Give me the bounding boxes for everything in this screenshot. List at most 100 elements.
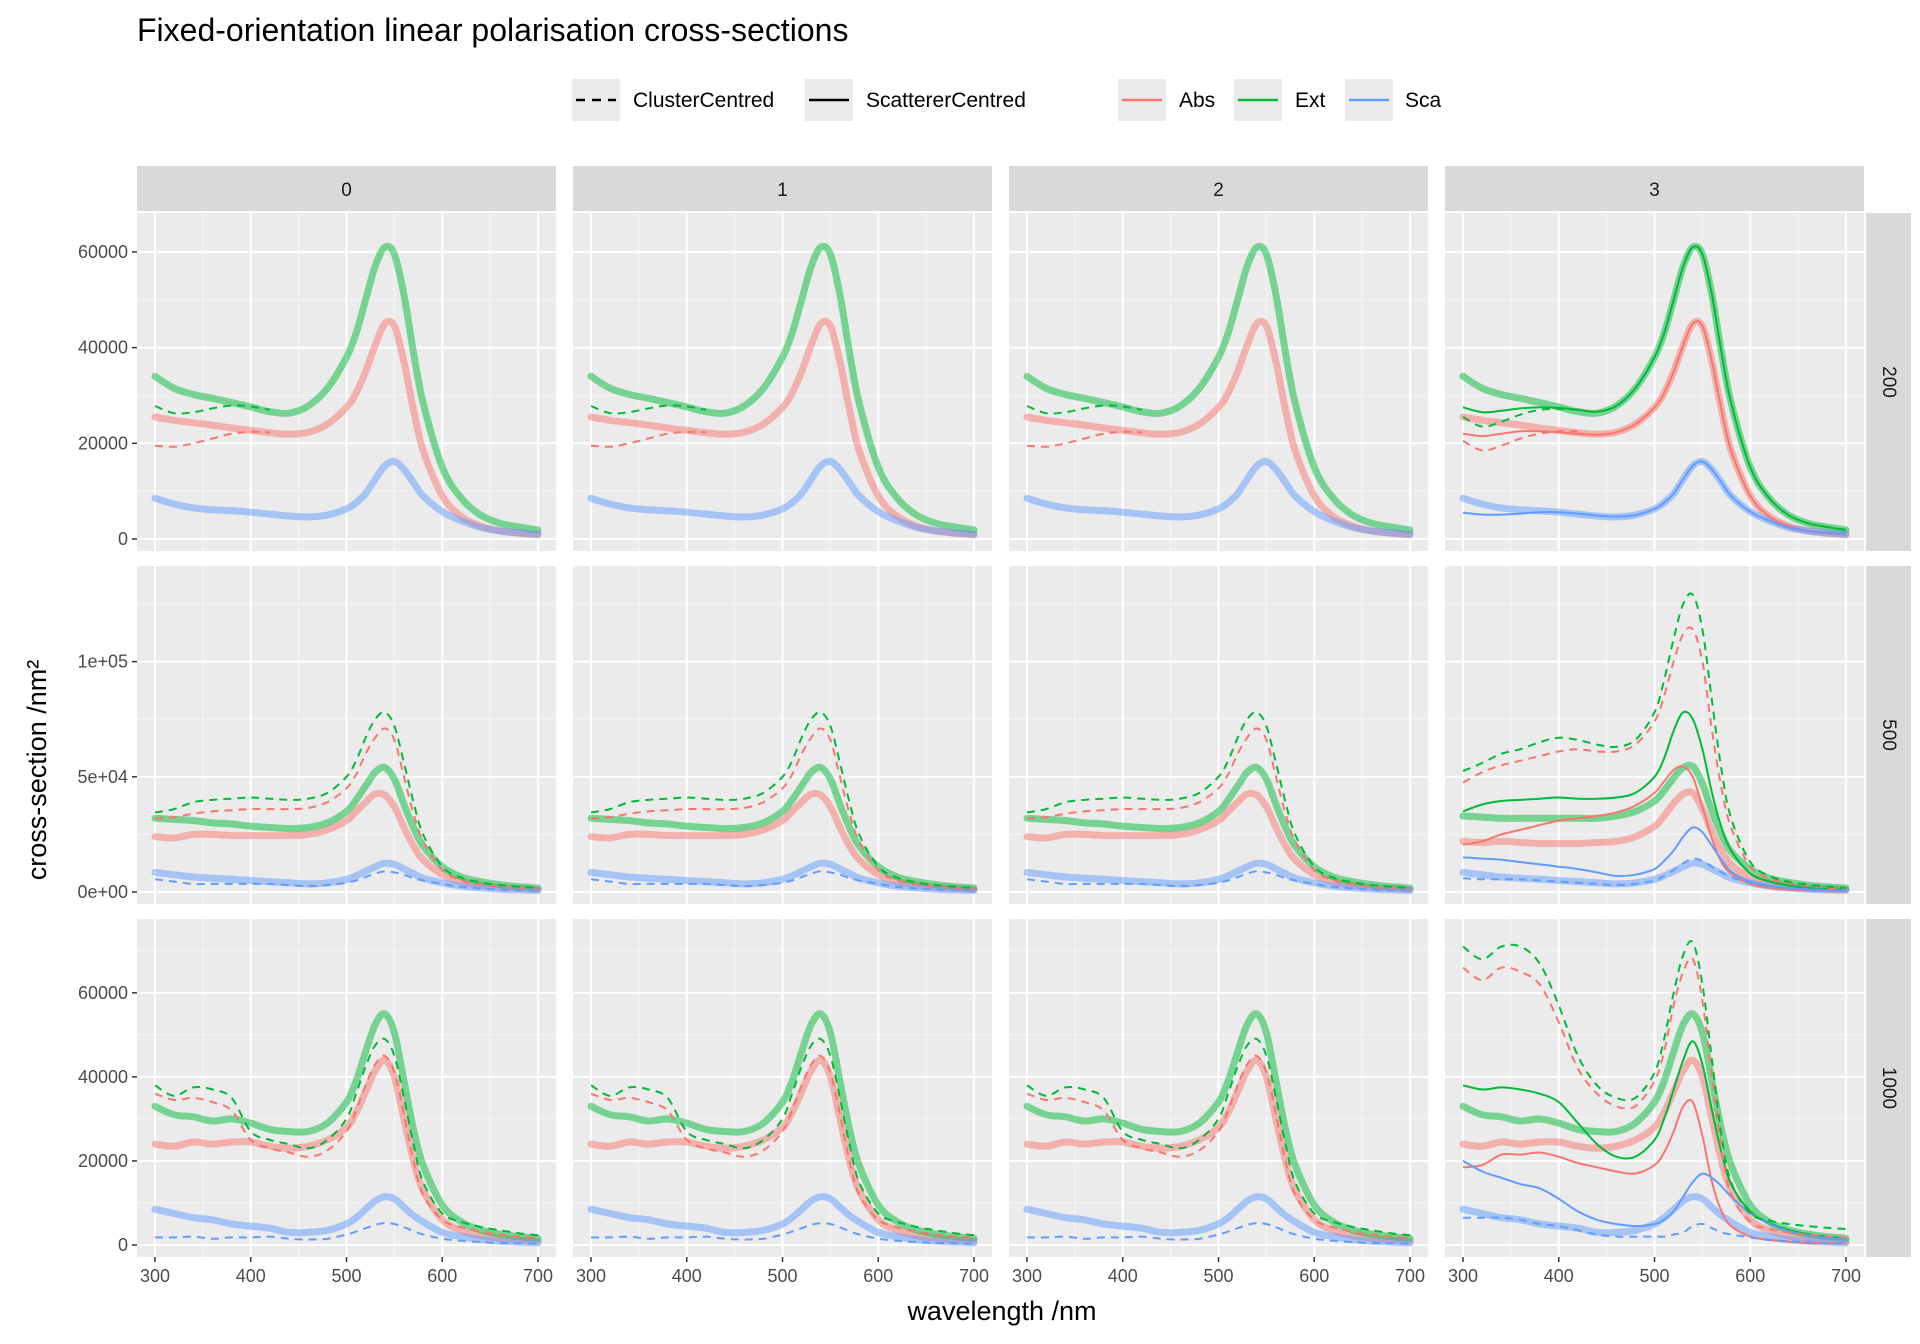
column-strip-label: 3 [1649,180,1660,201]
series-line-abs-reference [151,317,542,539]
y-tick-label: 1e+05 [77,652,128,672]
x-tick-label: 300 [576,1266,606,1286]
x-tick-label: 400 [1108,1266,1138,1286]
series-line-abs-reference [587,1056,978,1245]
legend: ClusterCentred ScattererCentred Abs Ext [572,79,1442,121]
legend-key-abs [1118,79,1166,121]
legend-key-sca [1345,79,1393,121]
series-line-abs-clustercentred [1026,430,1142,448]
series-line-ext-reference [1023,242,1414,534]
facet-grid: 0 1 2 3 200 500 1000 0 20000 40000 60000 0e+00 5e+04… [77,166,1911,1286]
row-strip [1866,566,1911,904]
series-line-sca-clustercentred [1462,1216,1847,1245]
series-line-abs-reference [1023,1056,1414,1245]
facet-panel: 300 400 500 600 700 [573,919,992,1286]
series-line-sca-scatterercentred [1462,1160,1847,1241]
series-line-ext-scatterercentred [1462,710,1847,891]
series-line-sca-clustercentred [154,1222,539,1245]
series-line-ext-reference [587,1010,978,1242]
series-line-abs-reference [587,317,978,539]
series-line-sca-reference [151,457,542,538]
series-line-abs-clustercentred [590,1054,975,1239]
y-tick-label: 0e+00 [77,882,128,902]
y-tick-label: 60000 [78,983,128,1003]
x-tick-label: 500 [331,1266,361,1286]
series-line-ext-clustercentred [154,404,271,415]
series-line-abs-scatterercentred [1462,765,1847,893]
series-line-sca-reference [587,457,978,538]
x-axis-title: wavelength /nm [906,1296,1096,1326]
column-strip [1009,166,1428,211]
series-line-ext-reference [1023,1010,1414,1242]
series-line-ext-clustercentred [1026,404,1143,415]
series-line-ext-reference [151,1010,542,1242]
column-strip [137,166,556,211]
series-line-abs-reference [587,789,978,894]
facet-panel [1445,566,1864,904]
y-axis-title: cross-section /nm² [22,660,52,881]
column-strip [573,166,992,211]
legend-label-sca: Sca [1405,89,1442,112]
facet-panel [1445,213,1864,551]
chart-title: Fixed-orientation linear polarisation cr… [137,12,849,48]
facet-panel: 300 400 500 600 700 [1009,919,1428,1286]
facet-panel: 0e+00 5e+04 1e+05 [77,566,556,904]
column-strip-label: 2 [1213,180,1224,201]
y-tick-label: 0 [118,1235,128,1255]
x-tick-label: 400 [1544,1266,1574,1286]
x-tick-label: 600 [1735,1266,1765,1286]
series-line-abs-clustercentred [154,430,270,448]
y-tick-label: 40000 [78,1067,128,1087]
series-line-abs-reference [151,1056,542,1245]
facet-panel [573,213,992,551]
series-line-abs-reference [151,789,542,894]
series-line-ext-clustercentred [154,711,539,889]
row-strip-label: 500 [1878,719,1899,751]
x-tick-label: 500 [1639,1266,1669,1286]
x-tick-label: 700 [1395,1266,1425,1286]
y-tick-label: 60000 [78,242,128,262]
series-line-sca-reference [151,1193,542,1247]
series-line-sca-clustercentred [1026,870,1411,892]
legend-key-ext [1234,79,1282,121]
column-strip-label: 0 [341,180,352,201]
series-line-abs-scatterercentred [1462,320,1847,536]
x-tick-label: 500 [1203,1266,1233,1286]
facet-panel [573,566,992,904]
series-line-abs-clustercentred [1462,626,1847,890]
legend-label-ext: Ext [1295,89,1326,112]
series-line-ext-clustercentred [1462,940,1847,1230]
series-line-abs-clustercentred [590,430,706,448]
series-line-sca-scatterercentred [1462,826,1847,892]
x-tick-label: 700 [1831,1266,1861,1286]
series-line-abs-reference [1023,317,1414,539]
series-line-sca-clustercentred [1462,857,1847,892]
row-strip [1866,213,1911,551]
x-tick-label: 600 [863,1266,893,1286]
series-line-ext-clustercentred [590,404,707,415]
series-line-abs-clustercentred [1462,957,1847,1239]
series-line-sca-clustercentred [590,870,975,892]
x-tick-label: 700 [523,1266,553,1286]
series-line-abs-clustercentred [590,727,975,891]
column-strip [1445,166,1864,211]
series-line-ext-reference [151,242,542,534]
facet-panel: 0 20000 40000 60000 [78,213,556,551]
series-line-abs-reference [1023,789,1414,894]
series-line-abs-clustercentred [154,1054,539,1239]
series-line-sca-scatterercentred [1462,460,1847,536]
x-tick-label: 700 [959,1266,989,1286]
legend-label-scatterercentred: ScattererCentred [866,89,1026,112]
x-tick-label: 600 [427,1266,457,1286]
facet-panel: 300 400 500 600 700 0 20000 40000 60000 [78,919,556,1286]
series-line-abs-clustercentred [1462,430,1578,452]
row-strip-label: 1000 [1878,1067,1899,1109]
facet-panel [1009,566,1428,904]
series-line-abs-clustercentred [154,727,539,891]
legend-label-clustercentred: ClusterCentred [633,89,774,112]
x-tick-label: 300 [140,1266,170,1286]
series-line-ext-reference [1459,761,1850,892]
series-line-ext-scatterercentred [1462,245,1847,531]
series-line-ext-clustercentred [1026,711,1411,889]
